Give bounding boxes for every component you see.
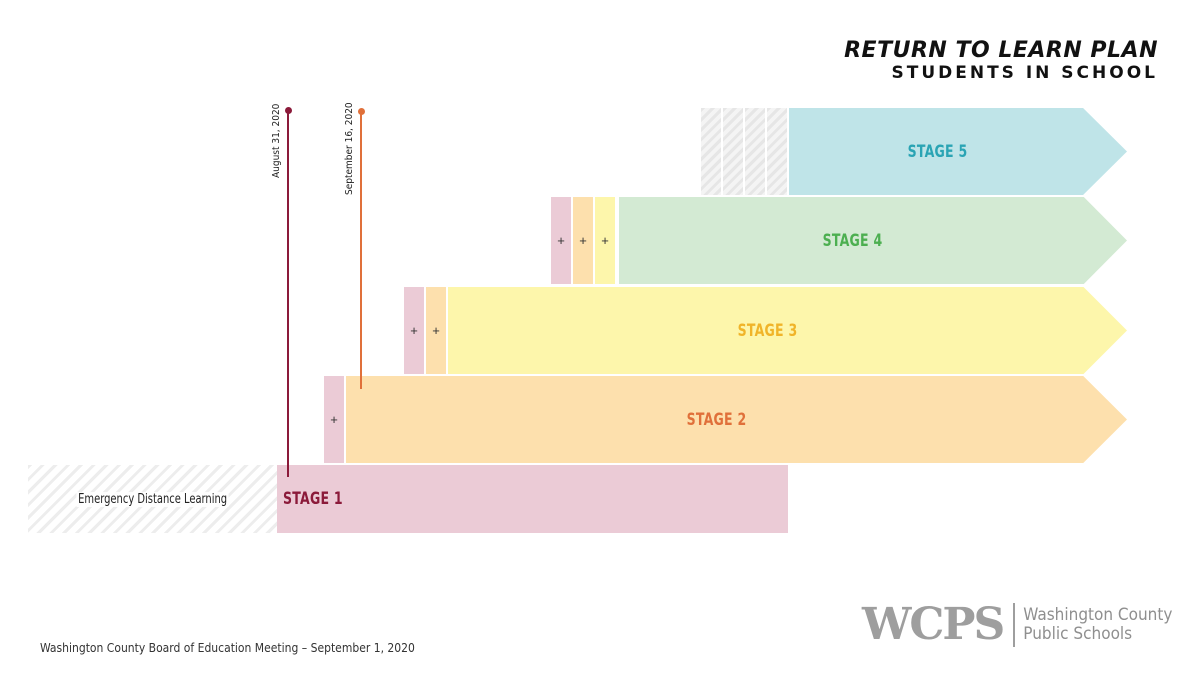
logo-text-line-2: Public Schools <box>1023 624 1133 644</box>
stage3-bar: STAGE 3 <box>448 287 1127 374</box>
august-31-marker-dot <box>284 107 292 114</box>
logo-mark: WCPS <box>862 599 1005 650</box>
stage5-hatch-box-1 <box>701 108 721 195</box>
stage5-label: STAGE 5 <box>908 141 968 162</box>
stage3-plus-box-2: + <box>426 287 446 374</box>
stage1-label: STAGE 1 <box>283 489 343 509</box>
september-16-marker-dot <box>357 108 365 115</box>
august-31-marker-line <box>287 111 289 477</box>
diagram-title: RETURN TO LEARN PLAN STUDENTS IN SCHOOL <box>844 40 1158 82</box>
stage3-label: STAGE 3 <box>737 320 798 341</box>
footer-text: Washington County Board of Education Mee… <box>40 641 415 655</box>
stage4-plus-box-2: + <box>573 197 593 284</box>
stage5-hatch-box-3 <box>745 108 765 195</box>
stage4-label: STAGE 4 <box>823 230 883 251</box>
stage2-plus-box-1: + <box>324 376 344 463</box>
stage5-hatch-box-4 <box>767 108 787 195</box>
logo-text-line-1: Washington County <box>1023 605 1173 626</box>
logo-text: Washington County Public Schools <box>1023 606 1172 643</box>
stage4-plus-box-3: + <box>595 197 615 284</box>
stage4-bar: STAGE 4 <box>619 197 1127 284</box>
title-line-1: RETURN TO LEARN PLAN <box>844 38 1158 63</box>
title-line-2: STUDENTS IN SCHOOL <box>891 63 1158 83</box>
stage2-bar: STAGE 2 <box>346 376 1127 463</box>
stage3-plus-box-1: + <box>404 287 424 374</box>
emergency-distance-learning-area: Emergency Distance Learning <box>28 465 277 533</box>
logo-separator <box>1013 603 1016 647</box>
september-16-marker-line <box>360 112 362 389</box>
emergency-distance-learning-label: Emergency Distance Learning <box>76 491 229 507</box>
wcps-logo: WCPS Washington County Public Schools <box>862 603 1172 647</box>
august-31-marker-label: August 31, 2020 <box>271 103 282 178</box>
stage1-bar: STAGE 1 <box>277 465 788 533</box>
stage5-hatch-box-2 <box>723 108 743 195</box>
stage4-plus-box-1: + <box>551 197 571 284</box>
september-16-marker-label: September 16, 2020 <box>344 102 355 195</box>
stage2-label: STAGE 2 <box>686 409 747 430</box>
stage5-bar: STAGE 5 <box>789 108 1127 195</box>
